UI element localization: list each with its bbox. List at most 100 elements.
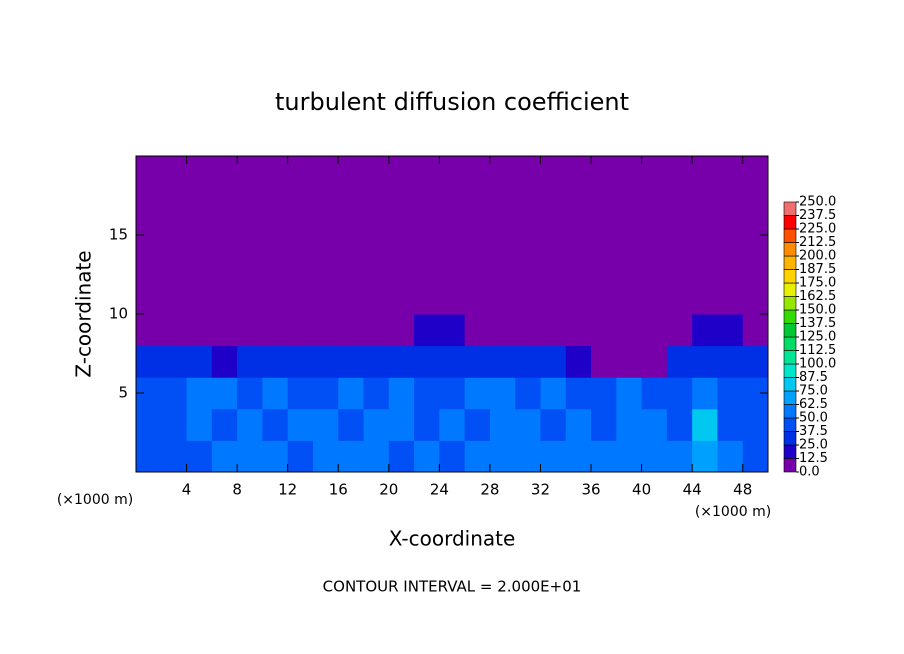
colorbar-label: 175.0 [799,276,836,291]
heatmap-cell [287,345,314,378]
heatmap-cell [287,377,314,410]
heatmap-cell [717,219,744,252]
heatmap-cell [363,314,390,347]
heatmap-cell [666,282,693,315]
colorbar-swatch [783,350,797,365]
heatmap-cell [363,250,390,283]
heatmap-cell [338,345,365,378]
colorbar-label: 112.5 [799,343,836,358]
heatmap-cell [489,314,516,347]
heatmap-cell [237,408,263,441]
heatmap-cell [489,440,516,473]
heatmap-cell [312,377,339,410]
heatmap-cell [338,156,365,189]
heatmap-cell [363,219,390,252]
heatmap-cell [237,440,263,473]
heatmap-cell [237,282,263,315]
heatmap-cell [464,408,491,441]
heatmap-cell [262,408,289,441]
heatmap-cell [489,377,516,410]
heatmap-cell [717,408,744,441]
heatmap-cell [692,250,718,283]
heatmap-cell [186,250,213,283]
heatmap-cell [186,314,213,347]
heatmap-cell [414,314,440,347]
heatmap-cell [692,314,718,347]
heatmap-cell [388,156,415,189]
x-unit-label: (×1000 m) [695,504,771,520]
heatmap-cell [692,219,718,252]
heatmap-cell [186,345,213,378]
heatmap-cell [363,187,390,220]
heatmap-cell [363,156,390,189]
heatmap-cell [515,345,541,378]
x-tick-label: 16 [329,481,348,499]
x-tick-label: 32 [531,481,550,499]
y-axis-label: Z-coordinate [72,250,96,377]
heatmap-cell [262,314,289,347]
heatmap-cell [338,377,365,410]
x-unit-label: (×1000 m) [57,492,133,508]
heatmap-cell [262,440,289,473]
heatmap-cell [515,440,541,473]
heatmap-cell [136,440,162,473]
x-tick-label: 36 [581,481,600,499]
heatmap-cell [540,314,567,347]
heatmap-cell [312,187,339,220]
heatmap-cell [237,219,263,252]
x-tick-label: 8 [232,481,242,499]
heatmap-cell [666,440,693,473]
heatmap-cell [540,156,567,189]
heatmap-cell [287,219,314,252]
heatmap-cell [515,282,541,315]
heatmap-cell [237,345,263,378]
colorbar-label: 50.0 [799,411,828,426]
heatmap-cell [414,377,440,410]
heatmap-cell [692,282,718,315]
heatmap-cell [161,219,188,252]
heatmap-cell [287,187,314,220]
colorbar-swatch [783,215,797,230]
heatmap-cell [161,408,188,441]
heatmap-cell [388,187,415,220]
heatmap-cell [565,345,592,378]
heatmap-cell [616,314,643,347]
heatmap-cell [717,156,744,189]
heatmap-cell [287,440,314,473]
heatmap-cell [136,156,162,189]
heatmap-cell [464,314,491,347]
heatmap-cell [641,440,668,473]
heatmap-cell [515,377,541,410]
heatmap-cell [641,314,668,347]
heatmap-cell [161,377,188,410]
colorbar-swatch [783,390,797,405]
colorbar-label: 187.5 [799,262,836,277]
heatmap-cell [692,408,718,441]
heatmap-cell [565,187,592,220]
heatmap-cell [136,250,162,283]
colorbar-label: 137.5 [799,316,836,331]
heatmap-cell [666,187,693,220]
heatmap-cell [591,377,617,410]
heatmap-cell [515,187,541,220]
heatmap-cell [287,282,314,315]
heatmap-cell [338,187,365,220]
heatmap-cell [312,345,339,378]
heatmap-cell [717,250,744,283]
heatmap-cell [211,408,238,441]
heatmap-cell [616,250,643,283]
chart-title: turbulent diffusion coefficient [275,88,629,116]
heatmap-cell [414,440,440,473]
colorbar-swatch [783,282,797,297]
heatmap-cell [742,408,769,441]
heatmap-cell [312,219,339,252]
colorbar-swatch [783,404,797,419]
heatmap-cell [211,314,238,347]
heatmap-cell [338,440,365,473]
colorbar-label: 100.0 [799,357,836,372]
heatmap-cell [540,408,567,441]
heatmap-cell [136,187,162,220]
colorbar-label: 225.0 [799,222,836,237]
x-tick-label: 20 [379,481,398,499]
